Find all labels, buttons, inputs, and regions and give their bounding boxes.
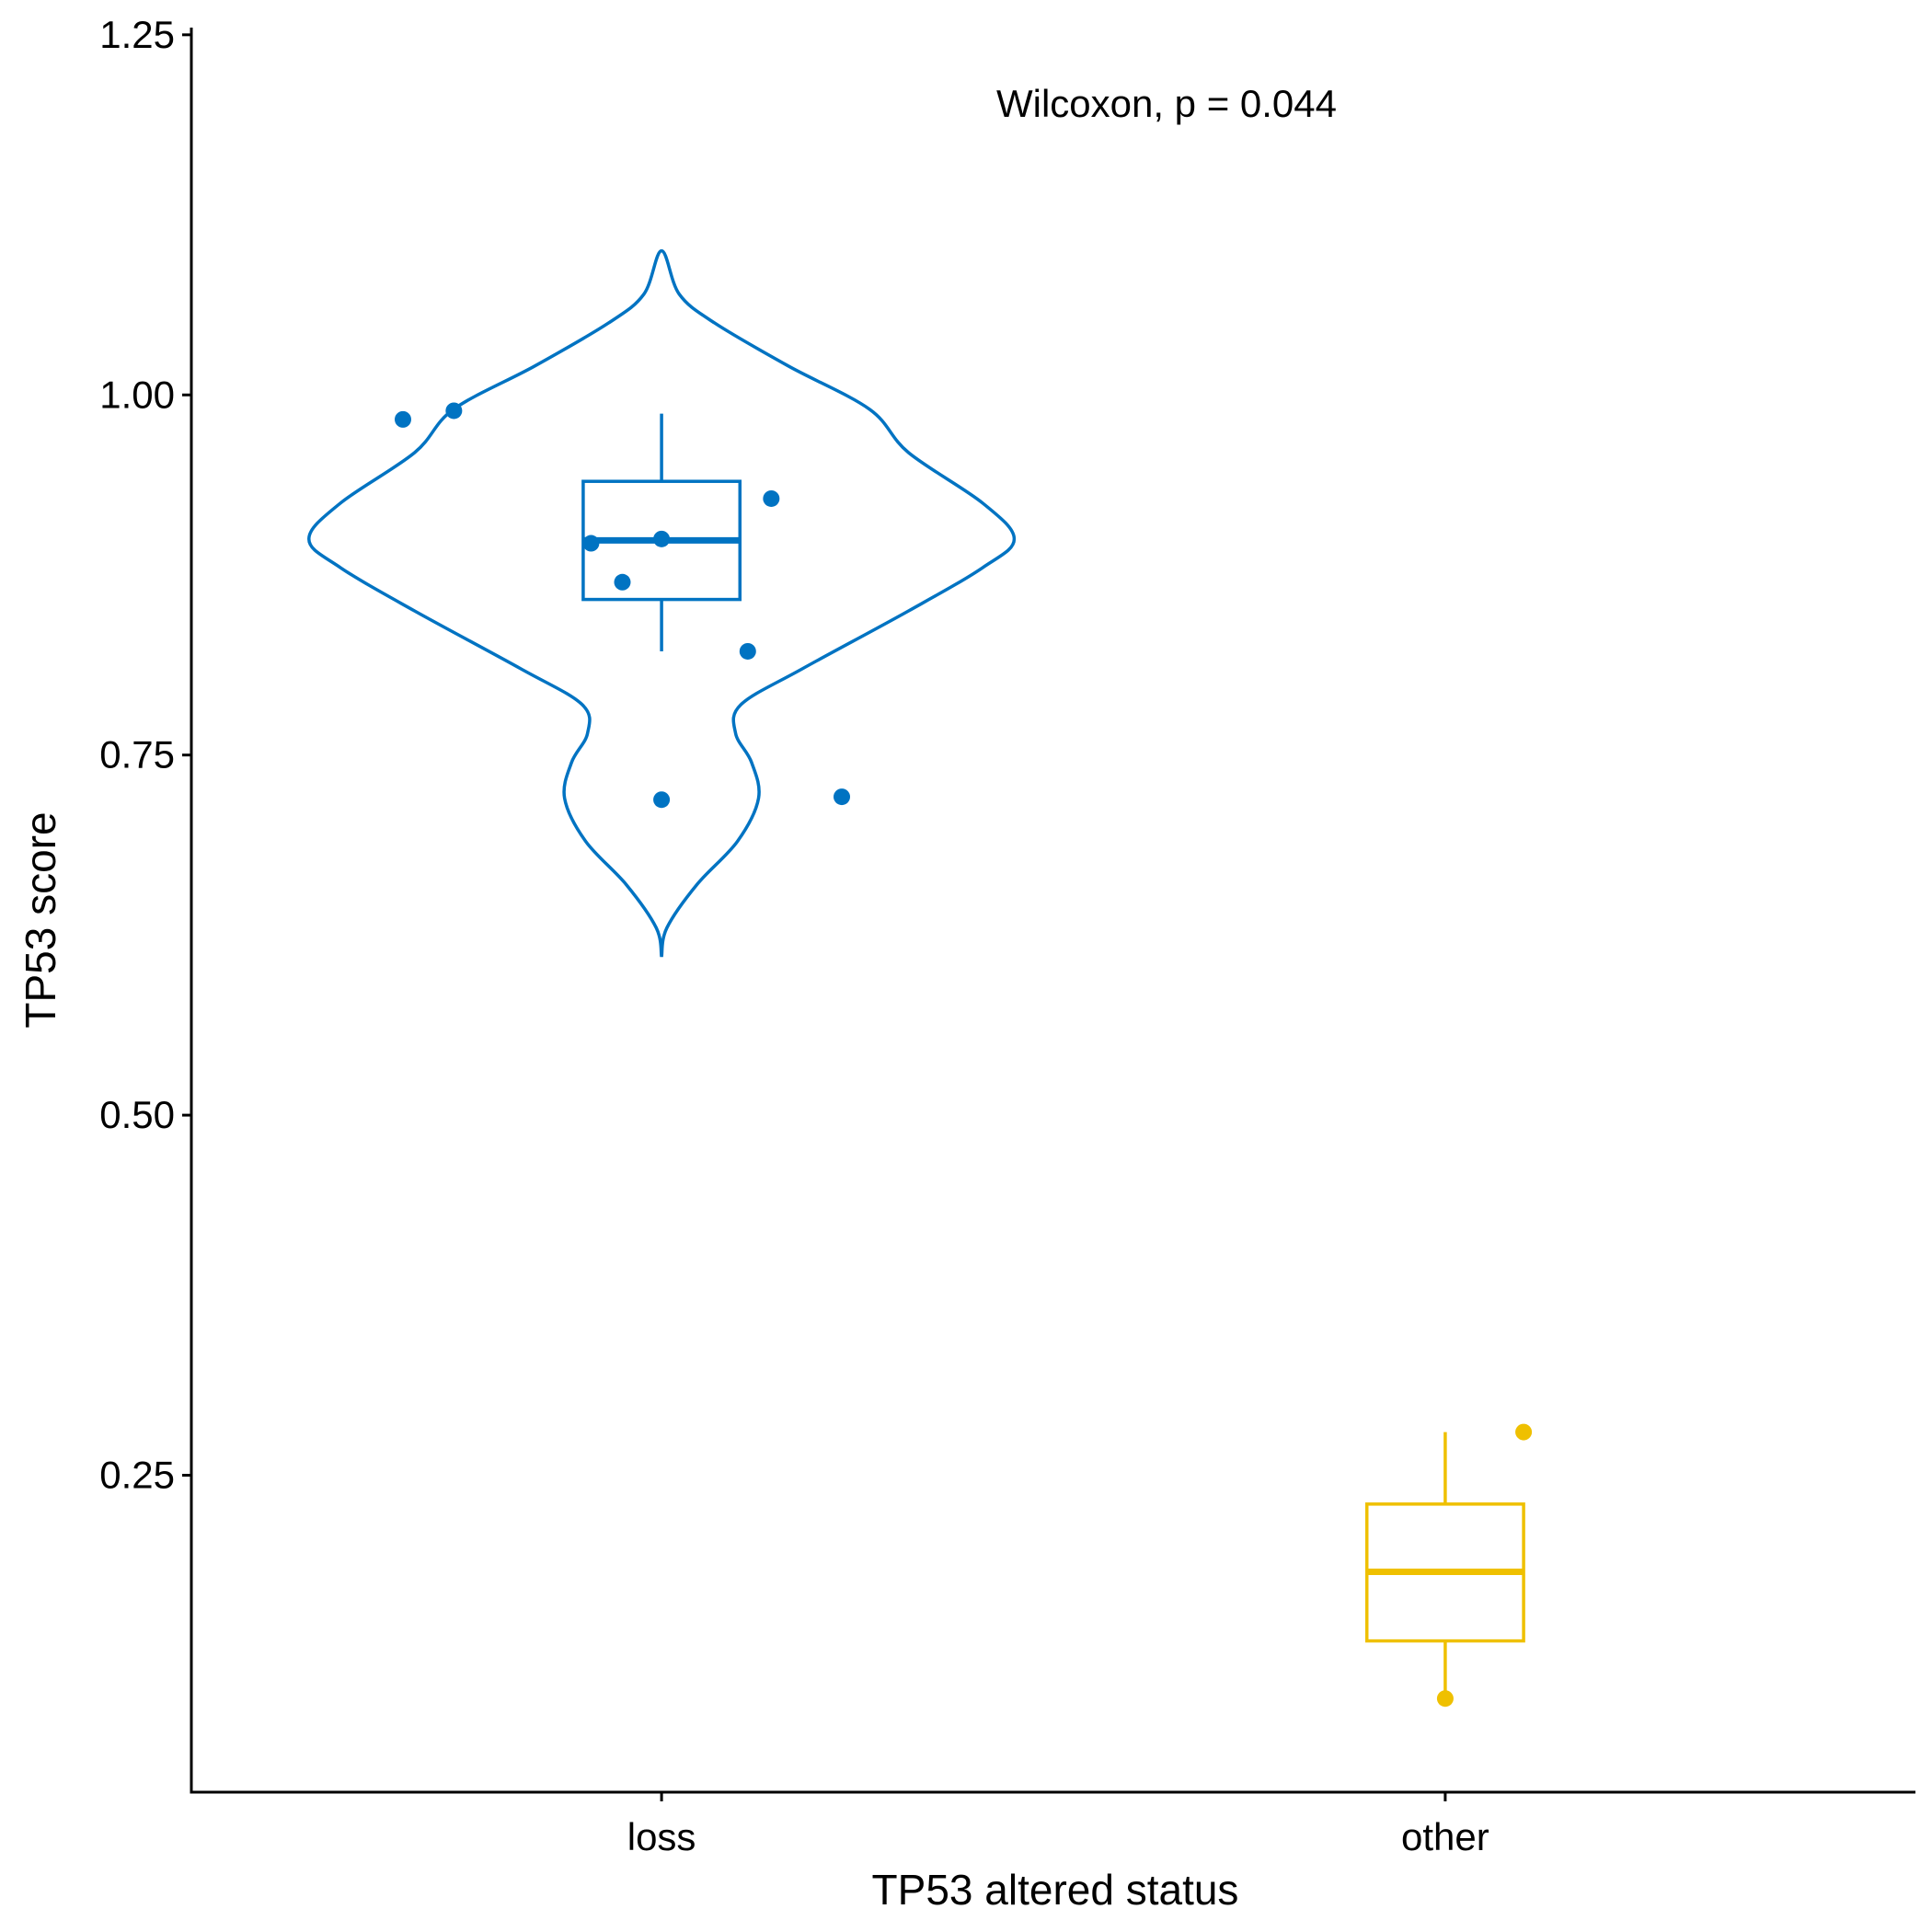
x-axis-ticks: loss other <box>627 1792 1489 1858</box>
group-other <box>1364 1423 1533 1708</box>
violin-loss <box>307 248 1017 958</box>
group-loss <box>307 248 1017 958</box>
data-point-loss <box>763 489 780 507</box>
wilcoxon-annotation: Wilcoxon, p = 0.044 <box>996 82 1337 125</box>
data-point-loss <box>653 530 671 547</box>
y-tick-label: 0.75 <box>99 733 175 776</box>
y-tick-label: 0.25 <box>99 1454 175 1497</box>
data-point-loss <box>614 573 631 591</box>
x-axis-title: TP53 altered status <box>872 1866 1239 1914</box>
data-point-other <box>1436 1690 1454 1708</box>
y-axis-ticks: 0.25 0.50 0.75 1.00 1.25 <box>99 13 191 1497</box>
y-tick-label: 1.25 <box>99 13 175 56</box>
x-tick-label-other: other <box>1401 1815 1489 1858</box>
data-point-loss <box>834 788 851 806</box>
y-tick-label: 0.50 <box>99 1093 175 1136</box>
data-point-loss <box>582 535 600 552</box>
data-point-loss <box>445 402 463 420</box>
data-point-loss <box>739 642 756 660</box>
y-tick-label: 1.00 <box>99 373 175 416</box>
x-tick-label-loss: loss <box>627 1815 696 1858</box>
data-point-other <box>1515 1423 1533 1441</box>
data-point-loss <box>653 791 671 809</box>
y-axis-title: TP53 score <box>17 811 64 1028</box>
plot-area <box>307 248 1533 1708</box>
data-point-loss <box>394 410 411 428</box>
